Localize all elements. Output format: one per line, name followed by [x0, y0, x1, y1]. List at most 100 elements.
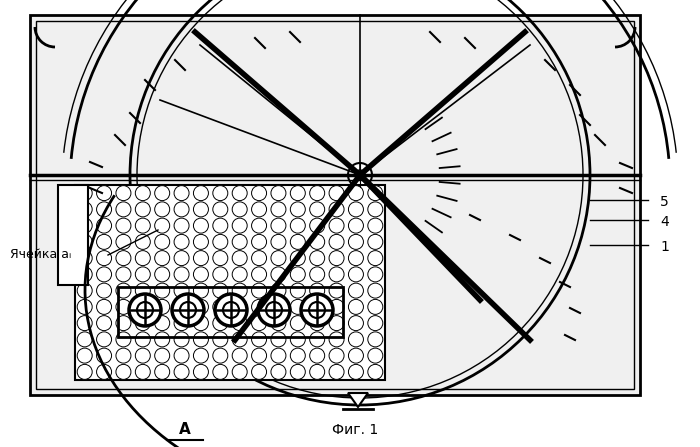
- Circle shape: [193, 332, 209, 347]
- Circle shape: [193, 251, 209, 266]
- Circle shape: [213, 316, 228, 331]
- Text: Фиг. 1: Фиг. 1: [332, 423, 378, 437]
- Circle shape: [251, 299, 267, 314]
- Circle shape: [271, 316, 286, 331]
- Circle shape: [329, 251, 344, 266]
- Circle shape: [329, 218, 344, 233]
- Circle shape: [174, 251, 189, 266]
- Circle shape: [116, 364, 131, 380]
- Circle shape: [349, 267, 363, 282]
- Circle shape: [116, 332, 131, 347]
- Circle shape: [155, 202, 169, 217]
- Circle shape: [368, 202, 383, 217]
- Circle shape: [193, 364, 209, 380]
- Bar: [30, 15, 640, 395]
- Circle shape: [193, 299, 209, 314]
- Circle shape: [251, 218, 267, 233]
- Circle shape: [232, 218, 247, 233]
- Circle shape: [368, 234, 383, 249]
- Circle shape: [174, 316, 189, 331]
- Circle shape: [309, 283, 325, 298]
- Circle shape: [309, 267, 325, 282]
- Circle shape: [135, 251, 150, 266]
- Circle shape: [97, 267, 111, 282]
- Circle shape: [266, 302, 282, 318]
- Circle shape: [309, 302, 325, 318]
- Circle shape: [290, 348, 305, 363]
- Circle shape: [155, 186, 169, 201]
- Circle shape: [193, 234, 209, 249]
- Circle shape: [329, 267, 344, 282]
- Circle shape: [368, 299, 383, 314]
- Circle shape: [368, 316, 383, 331]
- Circle shape: [251, 332, 267, 347]
- Bar: [58, 185, 88, 285]
- Circle shape: [155, 267, 169, 282]
- Circle shape: [329, 299, 344, 314]
- Circle shape: [174, 186, 189, 201]
- Circle shape: [155, 299, 169, 314]
- Circle shape: [174, 267, 189, 282]
- Circle shape: [213, 332, 228, 347]
- Circle shape: [251, 364, 267, 380]
- Circle shape: [155, 364, 169, 380]
- Circle shape: [349, 234, 363, 249]
- Circle shape: [116, 299, 131, 314]
- Circle shape: [135, 283, 150, 298]
- Circle shape: [77, 348, 92, 363]
- Circle shape: [348, 163, 372, 187]
- Circle shape: [193, 218, 209, 233]
- Circle shape: [213, 267, 228, 282]
- Circle shape: [116, 234, 131, 249]
- Circle shape: [137, 302, 153, 318]
- Circle shape: [271, 186, 286, 201]
- Circle shape: [232, 202, 247, 217]
- Circle shape: [368, 332, 383, 347]
- Circle shape: [77, 186, 92, 201]
- Circle shape: [368, 251, 383, 266]
- Circle shape: [329, 316, 344, 331]
- Circle shape: [232, 234, 247, 249]
- Text: 1: 1: [660, 240, 669, 254]
- Circle shape: [271, 218, 286, 233]
- Circle shape: [213, 251, 228, 266]
- Circle shape: [97, 251, 111, 266]
- Circle shape: [290, 299, 305, 314]
- Circle shape: [135, 267, 150, 282]
- Circle shape: [213, 283, 228, 298]
- Circle shape: [77, 267, 92, 282]
- Circle shape: [232, 348, 247, 363]
- Circle shape: [155, 316, 169, 331]
- Circle shape: [251, 316, 267, 331]
- Circle shape: [215, 294, 247, 326]
- Circle shape: [97, 186, 111, 201]
- Circle shape: [193, 348, 209, 363]
- Circle shape: [174, 364, 189, 380]
- Circle shape: [135, 234, 150, 249]
- Circle shape: [155, 218, 169, 233]
- Circle shape: [301, 294, 333, 326]
- Circle shape: [309, 299, 325, 314]
- Circle shape: [349, 251, 363, 266]
- Circle shape: [213, 234, 228, 249]
- Circle shape: [97, 218, 111, 233]
- Circle shape: [213, 186, 228, 201]
- Circle shape: [213, 299, 228, 314]
- Circle shape: [349, 283, 363, 298]
- Circle shape: [155, 251, 169, 266]
- Circle shape: [155, 234, 169, 249]
- Circle shape: [251, 348, 267, 363]
- Circle shape: [329, 186, 344, 201]
- Circle shape: [349, 186, 363, 201]
- Circle shape: [290, 186, 305, 201]
- Polygon shape: [348, 393, 368, 407]
- Circle shape: [271, 251, 286, 266]
- Circle shape: [77, 299, 92, 314]
- Circle shape: [349, 348, 363, 363]
- Circle shape: [355, 170, 365, 180]
- Circle shape: [309, 332, 325, 347]
- Circle shape: [309, 364, 325, 380]
- Circle shape: [290, 364, 305, 380]
- Circle shape: [232, 251, 247, 266]
- Circle shape: [116, 186, 131, 201]
